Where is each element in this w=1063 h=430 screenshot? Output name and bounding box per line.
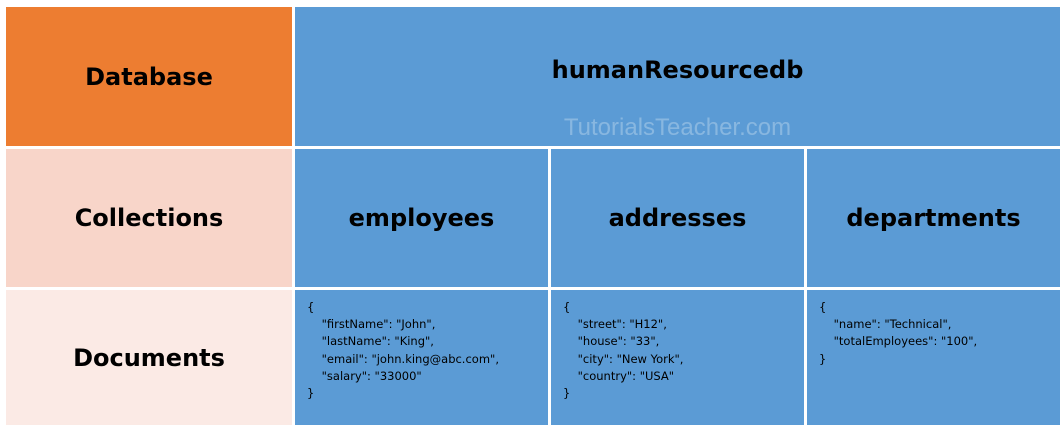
documents-row-label: Documents <box>6 290 292 425</box>
collections-row-label: Collections <box>6 149 292 287</box>
database-name-cell: humanResourcedb TutorialsTeacher.com <box>295 7 1060 146</box>
collection-employees: employees <box>295 149 548 287</box>
document-employees: { "firstName": "John", "lastName": "King… <box>307 300 499 401</box>
collection-addresses: addresses <box>551 149 804 287</box>
document-addresses-cell: { "street": "H12", "house": "33", "city"… <box>551 290 804 425</box>
database-row-label: Database <box>6 7 292 146</box>
database-structure-diagram: Database humanResourcedb TutorialsTeache… <box>6 7 1060 425</box>
collection-departments: departments <box>807 149 1060 287</box>
watermark: TutorialsTeacher.com <box>563 114 792 141</box>
document-employees-cell: { "firstName": "John", "lastName": "King… <box>295 290 548 425</box>
document-departments: { "name": "Technical", "totalEmployees":… <box>819 300 978 366</box>
document-addresses: { "street": "H12", "house": "33", "city"… <box>563 300 684 401</box>
document-departments-cell: { "name": "Technical", "totalEmployees":… <box>807 290 1060 425</box>
database-name: humanResourcedb <box>551 55 804 84</box>
